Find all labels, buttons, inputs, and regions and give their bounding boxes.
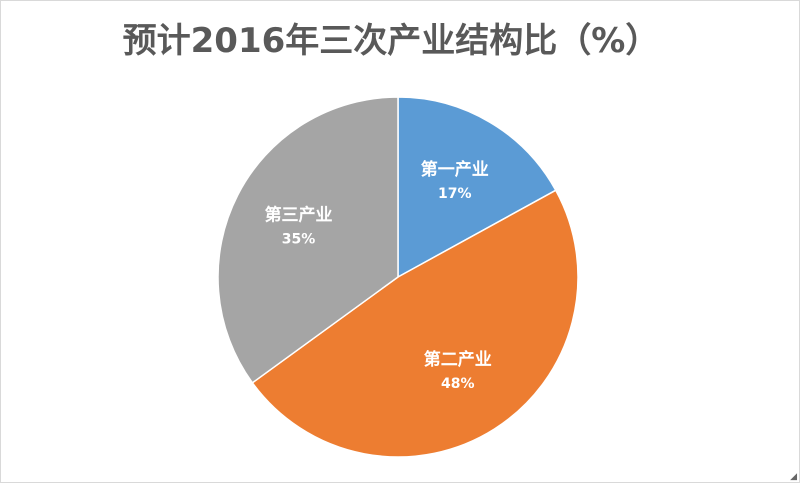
slice-name-label-3: 第三产业	[265, 204, 333, 225]
resize-handle-icon: ◢	[790, 472, 797, 482]
chart-title: 预计2016年三次产业结构比（%）	[122, 21, 660, 61]
slice-value-label-2: 48%	[441, 376, 475, 392]
slice-name-label-2: 第二产业	[424, 349, 492, 370]
slice-value-label-1: 17%	[438, 186, 472, 202]
pie-slice-1	[397, 96, 557, 279]
pie-slice-3	[217, 96, 399, 384]
slice-name-label-1: 第一产业	[421, 159, 489, 180]
slice-value-label-3: 35%	[282, 231, 316, 247]
pie-slice-2	[251, 189, 579, 458]
